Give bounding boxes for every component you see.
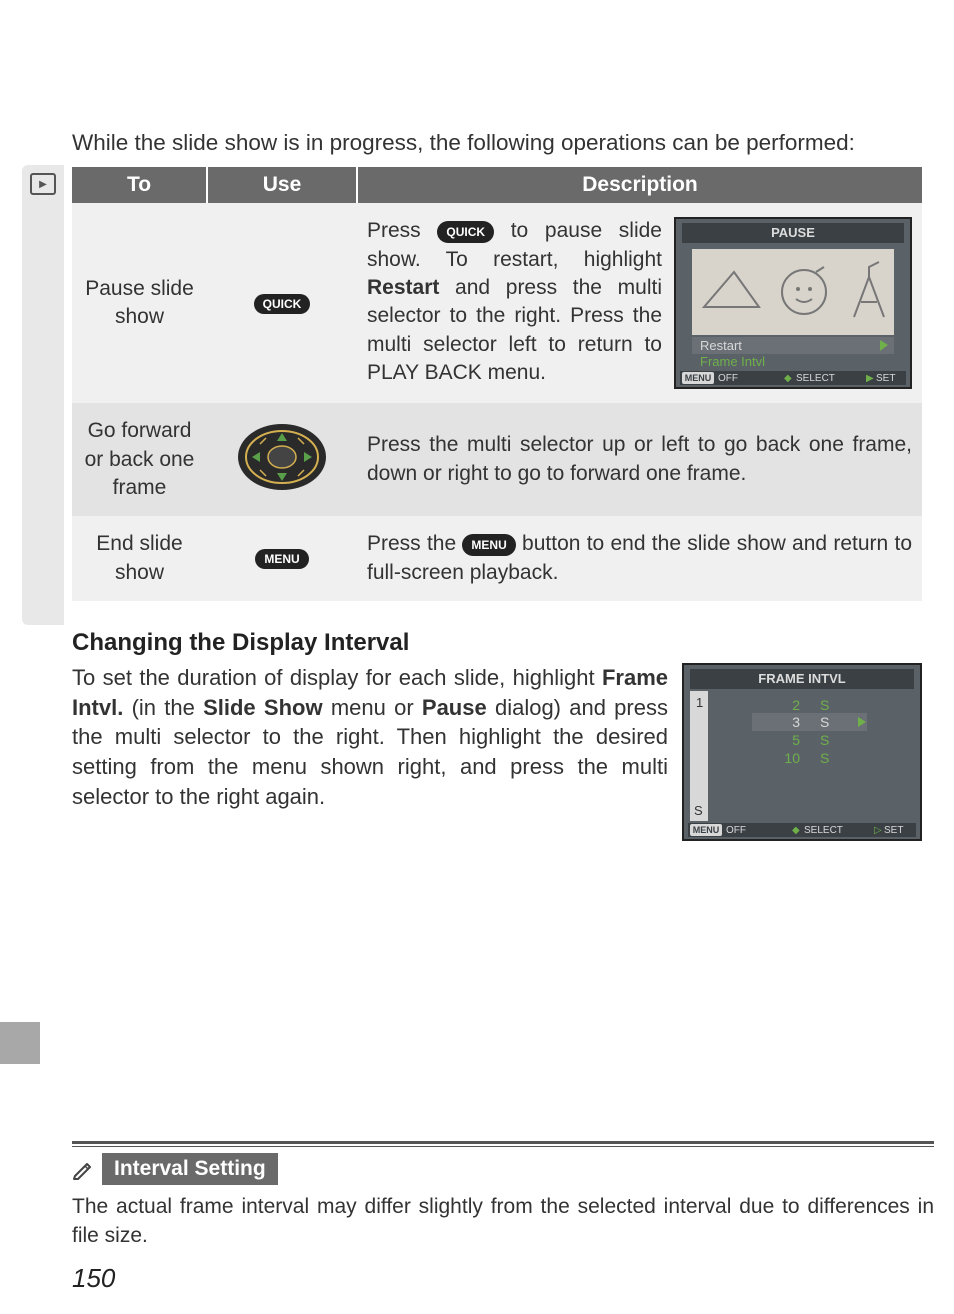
side-marker (0, 1022, 40, 1064)
divider (72, 1141, 934, 1144)
svg-text:3: 3 (792, 714, 800, 730)
cell-desc: Press QUICK to pause slide show. To rest… (357, 203, 922, 403)
cell-desc: Press the MENU button to end the slide s… (357, 516, 922, 601)
cell-use: MENU (207, 516, 357, 601)
cell-use: QUICK (207, 203, 357, 403)
playback-icon (30, 173, 56, 195)
sidebar-tab: Menu Guide—Using the PLAY BACK Menu (22, 165, 64, 625)
note-text: The actual frame interval may differ sli… (72, 1193, 934, 1250)
frame-intvl-screenshot: FRAME INTVL 1 S 2 S 3 S 5 S 10 S MENU OF… (682, 663, 922, 841)
svg-text:SELECT: SELECT (804, 825, 843, 836)
page-content: While the slide show is in progress, the… (72, 0, 942, 841)
pencil-icon (72, 1158, 94, 1180)
svg-text:▶: ▶ (866, 373, 874, 384)
operations-table: To Use Description Pause slide show QUIC… (72, 167, 922, 601)
svg-text:S: S (820, 750, 829, 766)
cell-use (207, 403, 357, 516)
cell-desc: Press the multi selector up or left to g… (357, 403, 922, 516)
note-title: Interval Setting (102, 1153, 278, 1185)
table-row: Pause slide show QUICK Press QUICK to pa… (72, 203, 922, 403)
svg-text:MENU: MENU (685, 373, 712, 383)
svg-text:SET: SET (876, 373, 895, 384)
svg-text:◆: ◆ (784, 373, 792, 384)
th-use: Use (207, 167, 357, 203)
note-box: Interval Setting The actual frame interv… (72, 1141, 934, 1250)
svg-text:Restart: Restart (700, 338, 742, 353)
intro-text: While the slide show is in progress, the… (72, 128, 922, 157)
text: To set the duration of display for each … (72, 665, 602, 690)
svg-text:SELECT: SELECT (796, 373, 835, 384)
svg-text:S: S (694, 803, 703, 818)
th-to: To (72, 167, 207, 203)
svg-text:OFF: OFF (726, 825, 746, 836)
pause-screenshot: PAUSE Restart (674, 217, 912, 389)
svg-text:1: 1 (696, 695, 703, 710)
text: (in the (123, 695, 203, 720)
desc-bold: Restart (367, 276, 439, 299)
svg-text:S: S (820, 714, 829, 730)
section-heading: Changing the Display Interval (72, 629, 922, 657)
cell-to: Go forward or back one frame (72, 403, 207, 516)
svg-text:OFF: OFF (718, 373, 738, 384)
svg-text:FRAME INTVL: FRAME INTVL (758, 671, 845, 686)
text-bold: Pause (422, 695, 487, 720)
quick-inline-icon: QUICK (437, 221, 494, 243)
svg-text:PAUSE: PAUSE (771, 225, 815, 240)
svg-text:▷: ▷ (874, 825, 882, 836)
svg-text:10: 10 (784, 750, 800, 766)
desc-text: Press the (367, 532, 462, 555)
page-number: 150 (72, 1263, 115, 1294)
text: menu or (323, 695, 422, 720)
svg-text:Frame Intvl: Frame Intvl (700, 354, 765, 369)
svg-text:S: S (820, 697, 829, 713)
menu-button-icon: MENU (255, 549, 308, 569)
multi-selector-icon (236, 422, 328, 492)
interval-paragraph: To set the duration of display for each … (72, 663, 668, 811)
svg-text:SET: SET (884, 825, 903, 836)
desc-text: Press (367, 219, 437, 242)
quick-button-icon: QUICK (254, 294, 311, 314)
svg-text:2: 2 (792, 697, 800, 713)
svg-text:MENU: MENU (693, 825, 720, 835)
menu-inline-icon: MENU (462, 534, 515, 556)
th-desc: Description (357, 167, 922, 203)
divider (72, 1146, 934, 1147)
svg-text:5: 5 (792, 732, 800, 748)
table-row: Go forward or back one frame (72, 403, 922, 516)
svg-text:◆: ◆ (792, 825, 800, 836)
text-bold: Slide Show (203, 695, 322, 720)
svg-text:S: S (820, 732, 829, 748)
cell-to: Pause slide show (72, 203, 207, 403)
cell-to: End slide show (72, 516, 207, 601)
table-row: End slide show MENU Press the MENU butto… (72, 516, 922, 601)
interval-block: To set the duration of display for each … (72, 663, 922, 841)
